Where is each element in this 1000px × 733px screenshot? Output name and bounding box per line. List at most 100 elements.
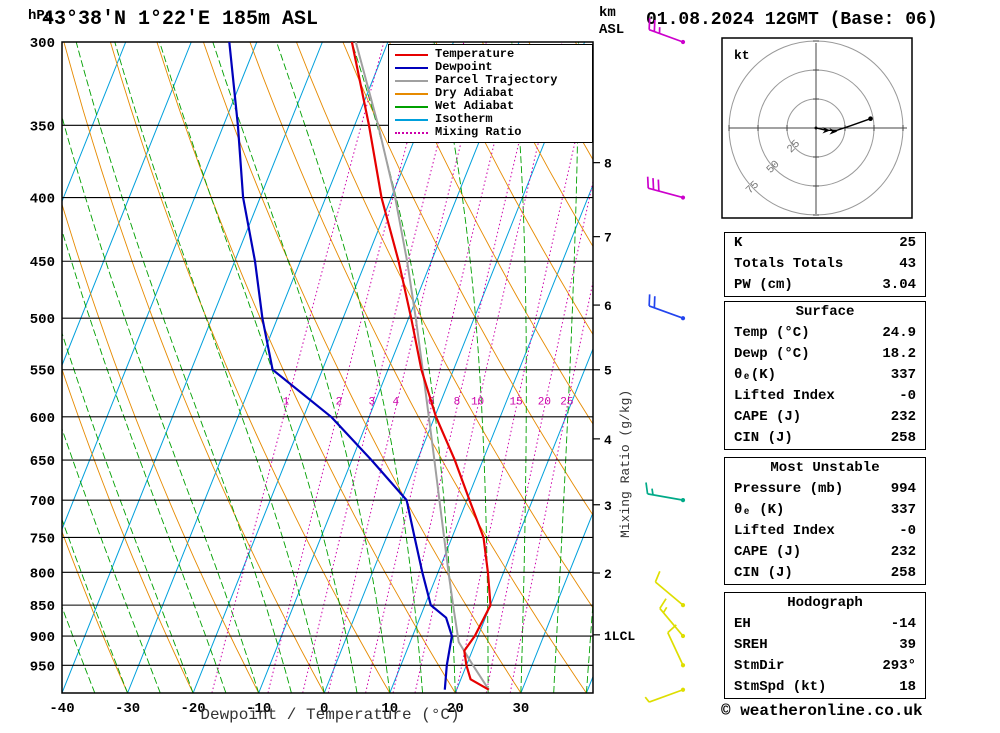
metric-row: CIN (J) 258 xyxy=(725,428,925,449)
mixing-ratio-label: 25 xyxy=(560,397,573,409)
metric-row: CIN (J) 258 xyxy=(725,563,925,584)
metric-row: Pressure (mb) 994 xyxy=(725,479,925,500)
legend-swatch xyxy=(395,53,428,56)
legend-label: Parcel Trajectory xyxy=(435,73,558,87)
temperature-axis-label: Dewpoint / Temperature (°C) xyxy=(200,706,460,724)
legend-item: Wet Adiabat xyxy=(395,100,592,113)
pressure-axis-unit: hPa xyxy=(28,8,54,24)
wind-barb xyxy=(648,18,686,45)
metric-row: EH -14 xyxy=(725,614,925,635)
legend-item: Dry Adiabat xyxy=(395,87,592,100)
km-tick-label: 2 xyxy=(604,567,612,582)
km-tick-label: 5 xyxy=(604,364,612,379)
pressure-tick-label: 600 xyxy=(30,411,55,427)
metric-value: 258 xyxy=(890,430,916,446)
legend-label: Temperature xyxy=(435,47,515,61)
height-axis-unit: km ASL xyxy=(599,5,624,39)
temp-tick-label: 0 xyxy=(320,701,328,717)
legend-label: Wet Adiabat xyxy=(435,99,515,113)
wind-barb xyxy=(648,294,686,321)
km-tick-label: 7 xyxy=(604,231,612,246)
metric-row: StmSpd (kt) 18 xyxy=(725,677,925,698)
table-title: Surface xyxy=(795,304,855,320)
temp-tick-label: -20 xyxy=(181,701,206,717)
table-most-unstable: Most Unstable Pressure (mb) 994 θₑ (K) 337 Li… xyxy=(724,457,926,585)
km-unit-label: km xyxy=(599,5,616,21)
table-title: Hodograph xyxy=(787,595,863,611)
metric-value: 337 xyxy=(890,502,916,518)
metric-row: CAPE (J) 232 xyxy=(725,407,925,428)
station-title: 43°38'N 1°22'E 185m ASL xyxy=(42,8,319,31)
metric-value: 232 xyxy=(890,409,916,425)
metric-label: Temp (°C) xyxy=(734,325,810,341)
pressure-tick-label: 800 xyxy=(30,566,55,582)
pressure-tick-label: 850 xyxy=(30,599,55,615)
metric-label: StmDir xyxy=(734,658,785,674)
metric-label: CAPE (J) xyxy=(734,544,802,560)
credit: © weatheronline.co.uk xyxy=(721,702,923,720)
mixing-ratio-label: 10 xyxy=(471,397,484,409)
mixing-ratio-label: 2 xyxy=(336,397,343,409)
metric-row: Dewp (°C) 18.2 xyxy=(725,344,925,365)
metric-value: -0 xyxy=(899,388,916,404)
km-tick-label: 6 xyxy=(604,299,612,314)
metric-row: θₑ(K) 337 xyxy=(725,365,925,386)
metric-value: 3.04 xyxy=(882,277,916,293)
wind-barb xyxy=(645,482,686,503)
hodograph-unit-label: kt xyxy=(734,48,750,63)
metric-value: 293° xyxy=(882,658,916,674)
metric-row: StmDir 293° xyxy=(725,656,925,677)
temp-tick-label: -10 xyxy=(246,701,271,717)
pressure-tick-label: 400 xyxy=(30,192,55,208)
legend-item: Isotherm xyxy=(395,113,592,126)
metric-label: SREH xyxy=(734,637,768,653)
km-tick-label: 8 xyxy=(604,157,612,172)
metric-row: PW (cm) 3.04 xyxy=(725,275,925,296)
legend-swatch xyxy=(395,92,428,95)
metric-value: 39 xyxy=(899,637,916,653)
metric-value: 994 xyxy=(890,481,916,497)
legend-item: Parcel Trajectory xyxy=(395,74,592,87)
metric-label: θₑ (K) xyxy=(734,502,785,518)
wind-barb xyxy=(646,176,686,200)
pressure-tick-label: 450 xyxy=(30,255,55,271)
mixing-ratio-label: 4 xyxy=(393,397,400,409)
wind-barbs xyxy=(644,18,686,703)
metric-label: Lifted Index xyxy=(734,388,835,404)
metric-label: CIN (J) xyxy=(734,430,793,446)
km-tick-label: 3 xyxy=(604,499,612,514)
table-indices: K 25 Totals Totals 43 PW (cm) 3.04 xyxy=(724,232,926,297)
km-axis: 8 7 6 5 4 3 2 1LCL xyxy=(593,157,635,644)
wind-barb xyxy=(659,598,686,639)
metric-value: 43 xyxy=(899,256,916,272)
metric-label: Dewp (°C) xyxy=(734,346,810,362)
mixing-ratio-label: 20 xyxy=(538,397,551,409)
wind-barb xyxy=(667,624,686,668)
dewpoint-curve xyxy=(228,42,453,690)
metric-label: StmSpd (kt) xyxy=(734,679,827,695)
metric-value: 232 xyxy=(890,544,916,560)
pressure-tick-label: 300 xyxy=(30,36,55,52)
legend-item: Temperature xyxy=(395,48,592,61)
temp-tick-label: -40 xyxy=(49,701,74,717)
metric-value: 25 xyxy=(899,235,916,251)
metric-label: PW (cm) xyxy=(734,277,793,293)
metric-value: 18.2 xyxy=(882,346,916,362)
temp-tick-label: -30 xyxy=(115,701,140,717)
temp-tick-label: 20 xyxy=(447,701,464,717)
temp-tick-label: 10 xyxy=(381,701,398,717)
metric-value: -0 xyxy=(899,523,916,539)
temperature-curve xyxy=(350,42,492,691)
mixing-ratio-label: 15 xyxy=(510,397,523,409)
metric-row: Lifted Index -0 xyxy=(725,386,925,407)
metric-row: Temp (°C) 24.9 xyxy=(725,323,925,344)
table-surface: Surface Temp (°C) 24.9 Dewp (°C) 18.2 θₑ(K) 33… xyxy=(724,301,926,450)
parcel-trajectory-curve xyxy=(354,42,490,691)
datetime-title: 01.08.2024 12GMT (Base: 06) xyxy=(646,10,938,30)
legend-item: Dewpoint xyxy=(395,61,592,74)
pressure-tick-label: 500 xyxy=(30,312,55,328)
metric-value: -14 xyxy=(890,616,916,632)
wind-barb xyxy=(644,687,686,703)
metric-value: 258 xyxy=(890,565,916,581)
asl-unit-label: ASL xyxy=(599,22,625,38)
